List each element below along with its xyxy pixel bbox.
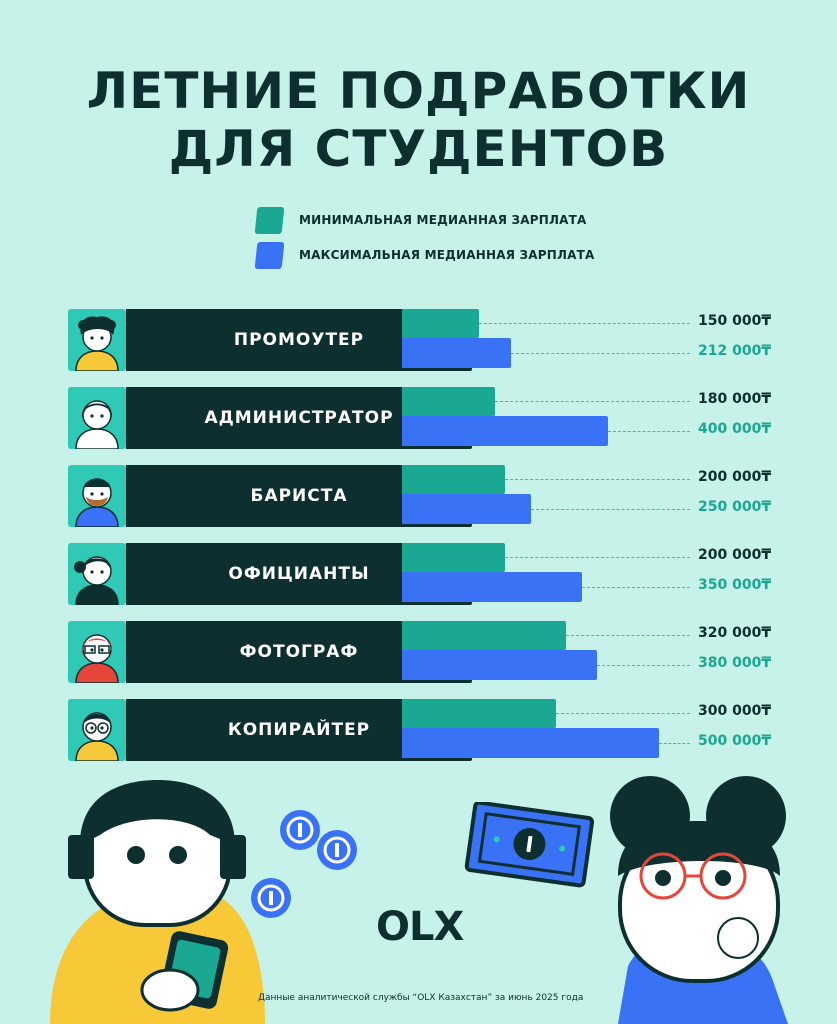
bar-min — [402, 387, 495, 416]
chart-row: АДМИНИСТРАТОР 180 000₸ 400 000₸ — [68, 387, 828, 449]
bar-max — [402, 494, 531, 524]
category-label: КОПИРАЙТЕР — [227, 720, 371, 740]
avatar — [68, 621, 126, 683]
legend-label-min: МИНИМАЛЬНАЯ МЕДИАННАЯ ЗАРПЛАТА — [299, 213, 587, 227]
bar-max — [402, 572, 582, 602]
value-label-max: 350 000₸ — [698, 577, 772, 593]
value-label-min: 320 000₸ — [698, 625, 772, 641]
leader-line-max — [597, 665, 690, 666]
leader-line-min — [504, 479, 690, 480]
leader-line-max — [530, 509, 690, 510]
student-with-glasses-illustration — [610, 776, 788, 1024]
value-label-min: 200 000₸ — [698, 547, 772, 563]
legend-item-max: МАКСИМАЛЬНАЯ МЕДИАННАЯ ЗАРПЛАТА — [254, 241, 595, 269]
avatar — [68, 387, 126, 449]
leader-line-min — [504, 557, 690, 558]
bar-min — [402, 309, 480, 338]
promoter-avatar-icon — [75, 316, 119, 371]
title-line-2: ДЛЯ СТУДЕНТОВ — [168, 120, 669, 178]
avatar — [68, 465, 126, 527]
chart-row: ФОТОГРАФ 320 000₸ 380 000₸ — [68, 621, 828, 683]
category-label: ФОТОГРАФ — [239, 642, 359, 662]
value-label-max: 500 000₸ — [698, 733, 772, 749]
leader-line-min — [479, 323, 690, 324]
bar-min — [402, 543, 505, 572]
banknote-illustration — [464, 802, 595, 888]
category-label: АДМИНИСТРАТОР — [204, 408, 394, 428]
bar-min — [402, 699, 557, 728]
category-label: БАРИСТА — [250, 486, 348, 506]
legend-swatch-max — [254, 241, 285, 269]
bar-min — [402, 621, 567, 650]
avatar — [68, 699, 126, 761]
administrator-avatar-icon — [75, 400, 119, 449]
value-label-min: 150 000₸ — [698, 313, 772, 329]
copywriter-avatar-icon — [75, 712, 119, 761]
bar-max — [402, 416, 608, 446]
value-label-min: 200 000₸ — [698, 469, 772, 485]
value-label-max: 400 000₸ — [698, 421, 772, 437]
value-label-max: 250 000₸ — [698, 499, 772, 515]
legend-label-max: МАКСИМАЛЬНАЯ МЕДИАННАЯ ЗАРПЛАТА — [299, 248, 595, 262]
avatar — [68, 309, 126, 371]
avatar — [68, 543, 126, 605]
bar-min — [402, 465, 505, 494]
chart-row: ПРОМОУТЕР 150 000₸ 212 000₸ — [68, 309, 828, 371]
barista-avatar-icon — [75, 478, 119, 527]
page-title: ЛЕТНИЕ ПОДРАБОТКИ ДЛЯ СТУДЕНТОВ — [0, 62, 837, 178]
legend-item-min: МИНИМАЛЬНАЯ МЕДИАННАЯ ЗАРПЛАТА — [254, 206, 587, 234]
bar-max — [402, 650, 598, 680]
leader-line-max — [510, 353, 690, 354]
chart-row: КОПИРАЙТЕР 300 000₸ 500 000₸ — [68, 699, 828, 761]
olx-logo: OLX — [376, 904, 464, 950]
leader-line-max — [659, 743, 690, 744]
student-with-phone-illustration — [50, 780, 265, 1024]
footnote: Данные аналитической службы “OLX Казахст… — [258, 993, 584, 1003]
value-label-max: 212 000₸ — [698, 343, 772, 359]
chart-row: БАРИСТА 200 000₸ 250 000₸ — [68, 465, 828, 527]
leader-line-min — [556, 713, 690, 714]
leader-line-max — [607, 431, 690, 432]
leader-line-min — [566, 635, 690, 636]
leader-line-min — [494, 401, 690, 402]
chart-row: ОФИЦИАНТЫ 200 000₸ 350 000₸ — [68, 543, 828, 605]
value-label-min: 180 000₸ — [698, 391, 772, 407]
category-label: ОФИЦИАНТЫ — [228, 564, 370, 584]
category-label: ПРОМОУТЕР — [233, 330, 365, 350]
value-label-min: 300 000₸ — [698, 703, 772, 719]
coins-illustration — [251, 810, 357, 918]
photographer-avatar-icon — [75, 634, 119, 683]
legend-swatch-min — [254, 206, 285, 234]
title-line-1: ЛЕТНИЕ ПОДРАБОТКИ — [86, 62, 751, 120]
waiter-avatar-icon — [74, 556, 119, 605]
bar-max — [402, 338, 511, 368]
leader-line-max — [581, 587, 690, 588]
bar-max — [402, 728, 659, 758]
value-label-max: 380 000₸ — [698, 655, 772, 671]
